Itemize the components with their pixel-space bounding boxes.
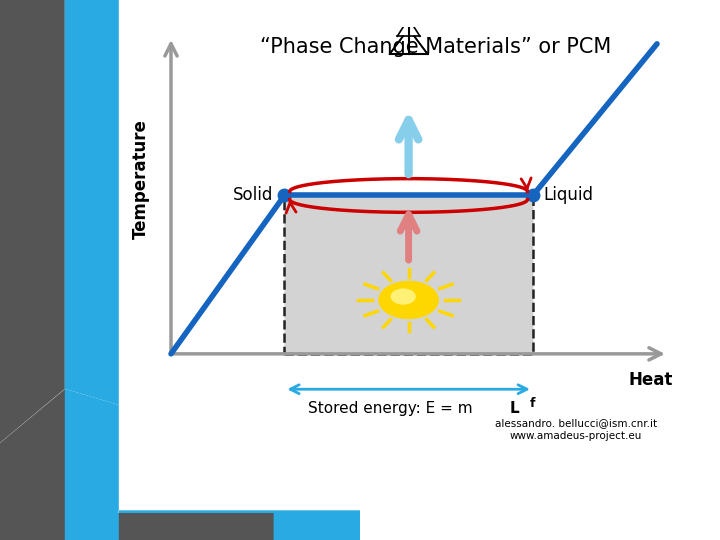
Text: f: f <box>530 397 536 410</box>
Text: www.amadeus-project.eu: www.amadeus-project.eu <box>510 431 642 441</box>
Polygon shape <box>65 389 360 540</box>
Text: Stored energy: E = m: Stored energy: E = m <box>307 401 477 416</box>
Text: Heat: Heat <box>629 370 673 389</box>
Text: Liquid: Liquid <box>544 186 593 205</box>
Text: “Phase Change Materials” or PCM: “Phase Change Materials” or PCM <box>260 37 611 57</box>
Bar <box>284 195 533 354</box>
Text: alessandro. bellucci@ism.cnr.it: alessandro. bellucci@ism.cnr.it <box>495 418 657 428</box>
Text: Solid: Solid <box>233 186 274 205</box>
Text: L: L <box>510 401 520 416</box>
Circle shape <box>379 281 438 319</box>
Polygon shape <box>65 0 119 405</box>
Text: Temperature: Temperature <box>132 119 150 239</box>
Circle shape <box>392 289 415 304</box>
Polygon shape <box>0 389 274 540</box>
Polygon shape <box>0 0 65 443</box>
